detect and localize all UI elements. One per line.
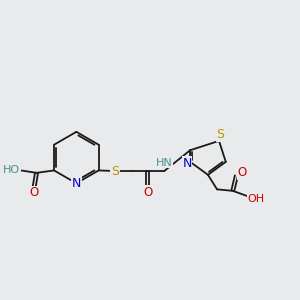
Text: S: S [111, 164, 119, 178]
Text: O: O [238, 166, 247, 179]
Text: O: O [29, 186, 39, 199]
Text: HO: HO [3, 165, 20, 175]
Text: HN: HN [156, 158, 172, 168]
Text: S: S [217, 128, 224, 141]
Text: N: N [182, 157, 192, 170]
Text: O: O [143, 186, 152, 199]
Text: N: N [72, 177, 81, 190]
Text: OH: OH [248, 194, 265, 204]
